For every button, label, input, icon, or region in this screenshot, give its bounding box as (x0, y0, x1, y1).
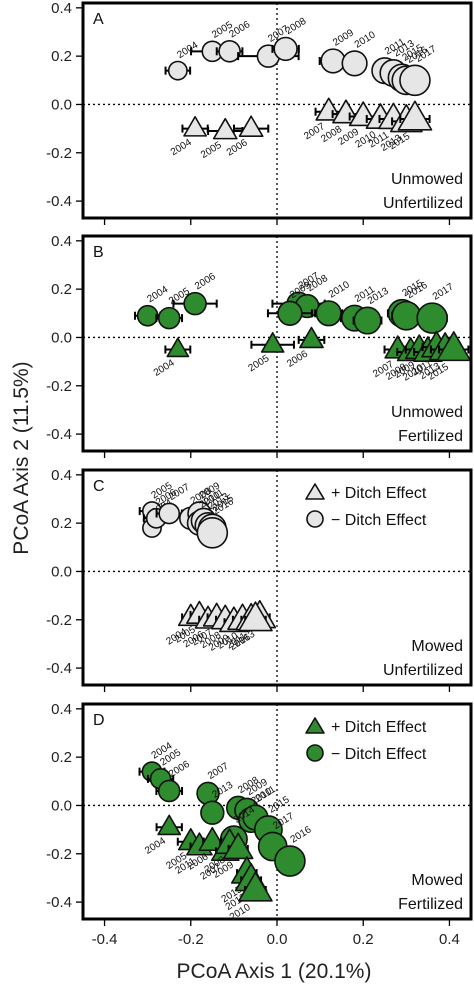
y-tick-label: -0.2 (46, 846, 72, 863)
y-tick-label: 0.4 (51, 467, 72, 484)
x-axis-title: PCoA Axis 1 (20.1%) (177, 960, 372, 983)
y-tick-label: 0.0 (51, 329, 72, 346)
data-point-circle (157, 306, 181, 330)
data-point-triangle (222, 832, 254, 860)
legend-circle-icon (306, 744, 324, 762)
legend-triangle-icon (305, 717, 325, 734)
y-tick-label: -0.4 (46, 660, 72, 677)
data-point-circle (218, 40, 241, 63)
panel-tag: A (93, 11, 104, 28)
legend-label: − Ditch Effect (331, 512, 427, 529)
data-point-circle (183, 291, 207, 316)
treatment-label: Fertilized (398, 428, 463, 445)
data-point-triangle (183, 115, 207, 137)
y-tick-label: 0.2 (51, 515, 72, 532)
data-point-circle (167, 60, 188, 81)
data-point-circle (353, 306, 382, 335)
treatment-label: Unfertilized (383, 662, 463, 679)
y-tick-label: 0.0 (51, 96, 72, 113)
data-point-circle (399, 64, 431, 97)
y-tick-label: 0.2 (51, 749, 72, 766)
panel-tag: B (93, 244, 104, 261)
treatment-label: Mowed (411, 872, 463, 889)
data-point-circle (277, 300, 303, 326)
data-point-triangle (166, 337, 190, 358)
legend-label: − Ditch Effect (331, 746, 427, 763)
data-point-triangle (198, 826, 227, 852)
y-tick-label: 0.4 (51, 701, 72, 718)
legend-label: + Ditch Effect (331, 719, 427, 736)
treatment-label: Mowed (411, 638, 463, 655)
y-tick-label: -0.2 (46, 378, 72, 395)
x-tick-label: 0.2 (353, 931, 374, 948)
panel-tag: C (93, 478, 105, 495)
panel-tag: D (93, 712, 105, 729)
data-point-circle (416, 302, 449, 334)
y-tick-label: -0.2 (46, 145, 72, 162)
y-tick-label: 0.2 (51, 281, 72, 298)
x-tick-label: -0.2 (178, 931, 204, 948)
y-tick-label: -0.4 (46, 894, 72, 911)
legend: + Ditch Effect − Ditch Effect (305, 717, 427, 763)
x-tick-label: 0.4 (439, 931, 460, 948)
y-tick-label: 0.0 (51, 563, 72, 580)
y-tick-label: -0.4 (46, 426, 72, 443)
panel-d: -0.4 -0.2 0.0 0.2 0.4 -0.4 -0.2 0.0 0.2 0.4 D Mowed… (46, 701, 473, 948)
y-tick-label: 0.2 (51, 48, 72, 65)
y-tick-label: -0.2 (46, 612, 72, 629)
data-point-triangle (260, 332, 285, 353)
data-point-triangle (299, 326, 324, 349)
data-point-triangle (157, 814, 182, 836)
data-point-circle (391, 300, 422, 331)
data-point-circle (158, 502, 181, 525)
legend-triangle-icon (305, 483, 325, 500)
panel-b: -0.4 -0.2 0.0 0.2 0.4 B Unmowed Fertilized 20042… (46, 233, 473, 458)
treatment-label: Unmowed (391, 404, 463, 421)
y-tick-label: 0.4 (51, 0, 72, 17)
y-tick-label: 0.0 (51, 797, 72, 814)
data-point-triangle (238, 871, 273, 902)
panel-c: -0.4-0.20.00.20.4CMowedUnfertilized20052… (46, 467, 473, 692)
treatment-label: Unfertilized (383, 195, 463, 212)
legend-label: + Ditch Effect (331, 485, 427, 502)
data-point-circle (274, 845, 306, 877)
treatment-label: Unmowed (391, 171, 463, 188)
x-tick-label: -0.4 (92, 931, 118, 948)
data-point-circle (341, 50, 368, 77)
data-point-triangle (212, 117, 238, 140)
data-point-circle (136, 304, 159, 327)
panels: -0.4 -0.2 0.0 0.2 0.4 A Unmowed Unfertilized 200… (46, 0, 473, 948)
data-point-circle (315, 300, 342, 327)
data-point-triangle (238, 115, 264, 137)
data-point-circle (196, 517, 229, 549)
y-axis-title: PCoA Axis 2 (11.5%) (10, 361, 33, 554)
data-point-triangle (397, 100, 433, 131)
data-point-triangle (436, 331, 472, 362)
data-point-circle (157, 779, 181, 803)
data-point-circle (273, 36, 298, 62)
treatment-label: Fertilized (398, 896, 463, 913)
data-point-triangle (238, 601, 273, 632)
legend: + Ditch Effect − Ditch Effect (305, 483, 427, 529)
data-point-circle (200, 800, 225, 825)
y-tick-label: 0.4 (51, 233, 72, 250)
y-tick-label: -0.4 (46, 193, 72, 210)
x-tick-label: 0.0 (267, 931, 288, 948)
panel-a: -0.4 -0.2 0.0 0.2 0.4 A Unmowed Unfertilized 200… (46, 0, 473, 225)
legend-circle-icon (306, 510, 324, 528)
data-point-circle (320, 48, 346, 74)
